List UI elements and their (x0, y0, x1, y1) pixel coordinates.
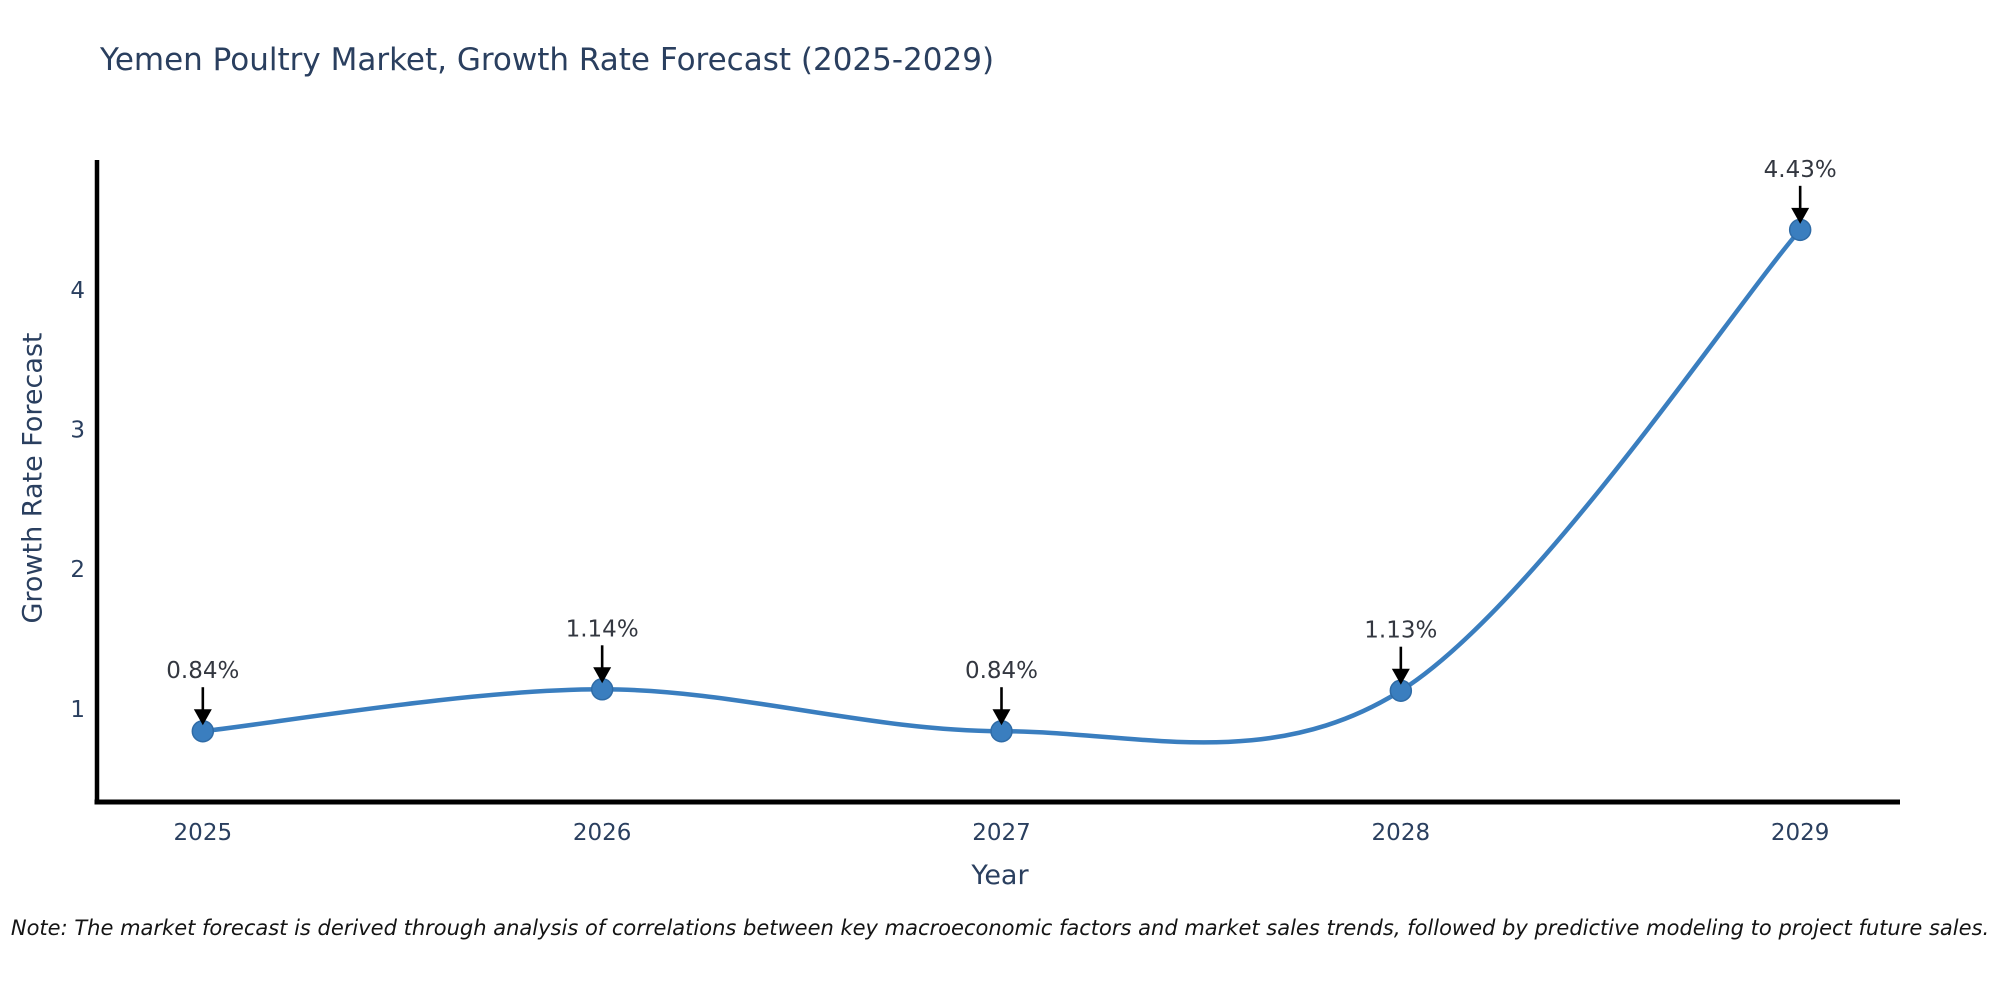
forecast-line (200, 227, 1803, 745)
y-tick-label: 4 (70, 278, 85, 304)
annotation-arrowhead (992, 709, 1011, 726)
x-tick-label: 2027 (972, 820, 1031, 846)
x-tick-label: 2025 (174, 820, 233, 846)
x-tick-label: 2028 (1372, 820, 1431, 846)
annotation-arrowhead (593, 667, 612, 684)
footnote: Note: The market forecast is derived thr… (10, 916, 1990, 940)
chart-title: Yemen Poultry Market, Growth Rate Foreca… (100, 42, 995, 78)
annotation-arrowhead (1391, 668, 1410, 685)
annotation-arrowhead (1791, 207, 1810, 224)
annotation-label: 4.43% (1764, 157, 1837, 183)
y-axis-title: Growth Rate Forecast (17, 332, 49, 624)
annotation-label: 0.84% (166, 658, 239, 684)
x-tick-label: 2026 (573, 820, 632, 846)
x-axis-title: Year (971, 860, 1029, 891)
annotation-label: 1.14% (566, 616, 639, 642)
x-tick-label: 2029 (1771, 820, 1830, 846)
annotation-label: 0.84% (965, 658, 1038, 684)
y-tick-label: 2 (70, 557, 85, 583)
y-tick-label: 3 (70, 418, 85, 444)
annotation-arrowhead (193, 709, 212, 726)
annotation-label: 1.13% (1364, 618, 1437, 644)
y-tick-label: 1 (70, 697, 85, 723)
